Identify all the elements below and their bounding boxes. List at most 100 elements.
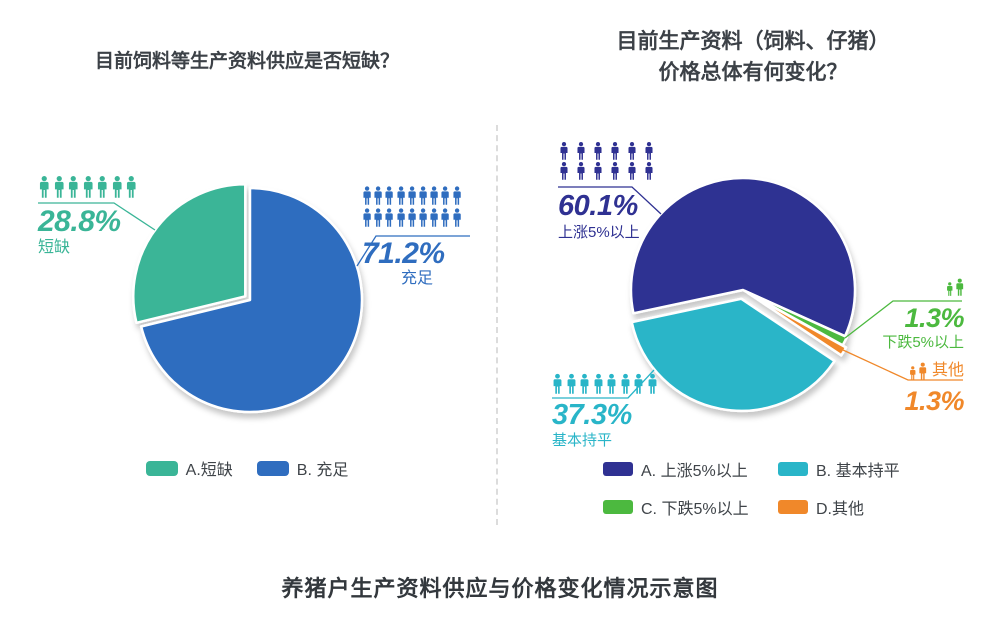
person-icon — [611, 142, 619, 160]
pie-slice-sufficient — [139, 186, 364, 414]
pie-slice-flat — [630, 297, 836, 413]
person-icon — [54, 176, 64, 198]
pie-slice-up-over-5pct — [629, 176, 857, 338]
person-icon — [385, 208, 394, 227]
slice-name: 充足 — [400, 270, 433, 287]
legend-label: D.其他 — [816, 501, 865, 518]
legend-swatch — [256, 460, 289, 476]
right-chart-title-line1: 目前生产资料（饲料、仔猪） — [616, 30, 890, 53]
callout-shortage: 28.8% 短缺 — [38, 176, 168, 256]
person-icons — [908, 362, 928, 380]
person-icon — [955, 278, 963, 296]
leader-line-flat — [552, 369, 655, 399]
person-icon — [607, 373, 616, 394]
pct-label: 1.3% — [904, 386, 964, 416]
person-icon — [452, 186, 461, 205]
other-label-row: 其他 — [856, 361, 964, 380]
person-icon — [363, 186, 371, 205]
person-icon — [634, 373, 643, 394]
pie-slice-other — [746, 291, 848, 357]
legend-swatch — [603, 462, 633, 476]
legend-item-shortage: A.短缺 — [145, 456, 233, 480]
person-icon — [452, 208, 461, 227]
person-icon — [441, 186, 450, 205]
figure-title: 养猪户生产资料供应与价格变化情况示意图 — [281, 576, 719, 601]
legend-item-flat: B. 基本持平 — [778, 457, 900, 481]
legend-swatch — [778, 500, 808, 514]
person-icons — [558, 142, 664, 182]
pct-label: 1.3% — [904, 303, 964, 333]
person-icon — [397, 208, 405, 227]
person-icon — [68, 176, 78, 198]
legend-swatch — [145, 460, 178, 476]
legend-label: A. 上涨5%以上 — [641, 463, 748, 480]
person-icon — [645, 162, 653, 180]
right-chart-title: 目前生产资料（饲料、仔猪） 价格总体有何变化？ — [506, 26, 1000, 88]
left-chart-title: 目前饲料等生产资料供应是否短缺？ — [94, 51, 399, 72]
person-icon — [577, 162, 585, 180]
person-icon — [112, 176, 122, 198]
right-legend: A. 上涨5%以上 B. 基本持平 C. 下跌5%以上 D.其他 — [603, 457, 900, 519]
person-icon — [97, 176, 107, 198]
leader-line-other — [842, 349, 963, 381]
pie-slice-shortage — [132, 183, 247, 325]
legend-swatch — [778, 462, 808, 476]
person-icon — [430, 186, 438, 205]
person-icon — [946, 282, 952, 296]
person-icon — [648, 373, 656, 394]
person-icon — [419, 208, 427, 227]
left-legend: A.短缺 B. 充足 — [0, 456, 494, 480]
person-icons — [856, 278, 964, 296]
person-icon — [419, 186, 427, 205]
person-icon — [919, 362, 927, 380]
person-icon — [621, 373, 629, 394]
legend-label: B. 基本持平 — [816, 463, 900, 480]
person-icon — [594, 162, 602, 180]
slice-name: 基本持平 — [552, 432, 613, 449]
person-icon — [628, 162, 636, 180]
legend-label: A.短缺 — [185, 462, 233, 479]
person-icon — [645, 142, 653, 160]
legend-item-sufficient: B. 充足 — [256, 456, 349, 480]
person-icon — [628, 142, 636, 160]
leader-line-shortage — [38, 202, 156, 231]
slice-name: 上涨5%以上 — [558, 224, 640, 241]
person-icon — [374, 208, 382, 227]
pct-label: 71.2% — [362, 237, 445, 270]
callout-down: 1.3% 下跌5%以上 — [856, 278, 965, 351]
person-icon — [567, 373, 575, 394]
person-icon — [553, 373, 562, 394]
callout-other: 其他 1.3% — [856, 361, 964, 416]
legend-item-other: D.其他 — [778, 495, 900, 519]
person-icon — [397, 186, 405, 205]
person-icons — [38, 176, 168, 198]
leader-line-down-over-5pct — [844, 300, 962, 339]
person-icon — [560, 162, 568, 180]
pct-label: 37.3% — [552, 399, 632, 431]
leader-line-up-over-5pct — [558, 186, 662, 215]
legend-swatch — [603, 500, 633, 514]
leader-line-sufficient — [356, 235, 470, 267]
person-icon — [560, 142, 568, 160]
pct-label: 28.8% — [38, 205, 121, 238]
pie-0 — [132, 183, 364, 414]
person-icon — [441, 208, 450, 227]
person-icon — [385, 186, 394, 205]
person-icon — [594, 142, 602, 160]
legend-label: C. 下跌5%以上 — [641, 501, 749, 518]
pie-1 — [629, 176, 857, 413]
person-icons — [552, 373, 664, 394]
slice-name: 下跌5%以上 — [882, 334, 964, 351]
callout-up: 60.1% 上涨5%以上 — [558, 142, 666, 241]
person-icon — [374, 186, 382, 205]
panel-divider — [496, 125, 498, 525]
person-icon — [430, 208, 438, 227]
person-icon — [363, 208, 371, 227]
person-icon — [580, 373, 589, 394]
person-icon — [126, 176, 136, 198]
person-icon — [83, 176, 93, 198]
legend-label: B. 充足 — [296, 462, 349, 479]
callout-sufficient: 71.2% 充足 — [362, 184, 472, 287]
